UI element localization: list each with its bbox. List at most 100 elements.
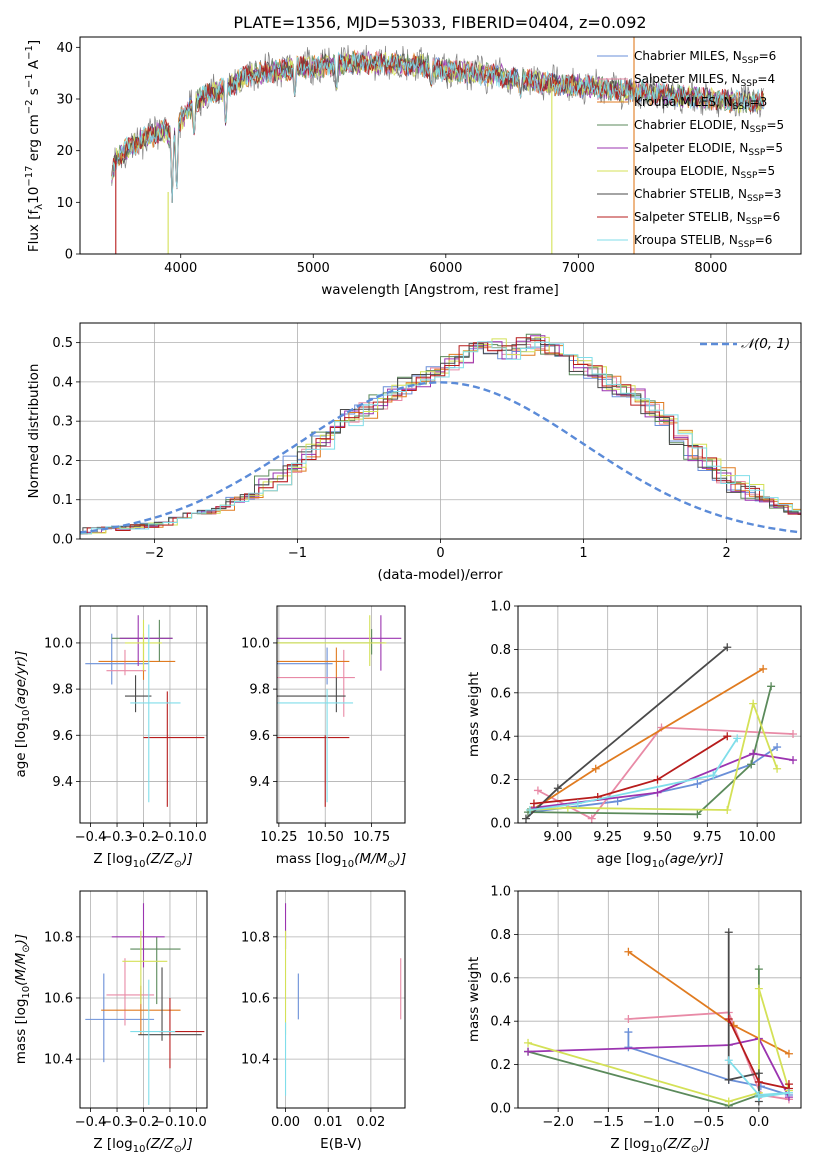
legend-sub: SSP (748, 148, 765, 158)
y-tick-label: 0.1 (52, 493, 73, 508)
y-tick-label: 0.0 (52, 533, 73, 548)
histogram-salpeter-stelib (80, 337, 801, 535)
weight-marker (754, 1069, 763, 1078)
x-tick-label: 7000 (562, 261, 595, 276)
axes-frame (79, 890, 208, 1109)
weight-marker (773, 764, 782, 773)
x-axis-label-part: ⊙ (691, 1144, 699, 1155)
y-axis-label: mass weight (466, 957, 482, 1042)
x-tick-label: 0.01 (314, 1115, 343, 1130)
y-axis-label-part: λ (34, 204, 45, 210)
x-axis-label-part: (Z/Z (145, 851, 174, 867)
legend-sub: SSP (733, 102, 750, 112)
weight-marker (524, 1038, 533, 1047)
legend-label: 𝒩(0, 1) (741, 336, 790, 352)
legend-label: Kroupa ELODIE, NSSP=5 (634, 164, 775, 181)
legend-text: Chabrier ELODIE, N (634, 118, 750, 132)
plot-area (85, 903, 205, 1105)
axes-frame (276, 605, 406, 824)
x-tick-label: −2 (145, 546, 164, 561)
plot-area (111, 37, 765, 254)
weight-marker (749, 699, 758, 708)
y-tick-label: 0.8 (490, 928, 511, 943)
weight-marker (784, 1088, 793, 1097)
x-tick-label: 10.50 (307, 830, 344, 845)
y-tick-label: 0.3 (52, 415, 73, 430)
y-axis-label-part: s (26, 88, 42, 99)
legend-text: Salpeter MILES, N (634, 72, 741, 86)
weight-marker (709, 771, 718, 780)
weight-marker (553, 784, 562, 793)
model-spectrum-kroupa-stelib (111, 51, 765, 203)
x-axis-label-part: Z [log (610, 1136, 649, 1152)
weight-line-salpeter-elodie (527, 1037, 790, 1098)
y-tick-label: 9.8 (52, 683, 73, 698)
legend-text: Salpeter ELODIE, N (634, 141, 748, 155)
legend-value: =6 (755, 233, 773, 247)
y-axis-label-part: −1 (24, 45, 35, 60)
weight-marker (724, 1097, 733, 1106)
x-axis-label-part: )] (698, 1136, 710, 1152)
weight-marker (521, 814, 530, 823)
x-tick-label: −0.3 (101, 1115, 133, 1130)
legend-value: =5 (757, 164, 775, 178)
plot-area (80, 333, 801, 535)
legend-label: Salpeter ELODIE, NSSP=5 (634, 141, 783, 158)
y-axis-label: Normed distribution (26, 364, 42, 499)
y-tick-label: 1.0 (490, 600, 511, 615)
x-tick-label: −0.5 (693, 1115, 725, 1130)
histogram-kroupa-stelib (80, 341, 801, 535)
y-tick-label: 9.8 (249, 683, 270, 698)
weight-marker (747, 760, 756, 769)
x-tick-label: −0.4 (75, 830, 107, 845)
mass-vs-z-panel: −0.4−0.3−0.2−0.1 0.010.410.610.8Z [log10(… (13, 890, 208, 1155)
x-tick-label: 0 (436, 546, 444, 561)
y-axis-label-part: 10 (21, 986, 32, 999)
y-tick-label: 0.4 (490, 1015, 511, 1030)
weight-marker (624, 1028, 633, 1037)
weight-marker (784, 1049, 793, 1058)
legend-text: Kroupa STELIB, N (634, 233, 738, 247)
weight-marker (525, 805, 534, 814)
legend-value: =5 (766, 118, 784, 132)
x-axis-label-part: (Z/Z (662, 1136, 691, 1152)
x-axis-label-part: )] (395, 851, 407, 867)
y-tick-label: 9.6 (249, 729, 270, 744)
histogram-chabrier-stelib (80, 338, 801, 535)
age-vs-mass-panel: 10.25 10.50 10.75 9.4 9.6 9.8 10.0 mass [log10(… (241, 605, 407, 870)
weight-marker (724, 928, 733, 937)
x-tick-label: −0.4 (75, 1115, 107, 1130)
y-tick-label: 0.8 (490, 643, 511, 658)
plot-area (277, 615, 402, 807)
weight-marker (789, 756, 798, 765)
x-tick-label: −2.0 (542, 1115, 574, 1130)
x-tick-label: −0.2 (128, 830, 160, 845)
legend-label: Kroupa MILES, NSSP=3 (634, 95, 767, 112)
x-axis-label: E(B-V) (320, 1136, 362, 1152)
x-axis-label-part: 10 (341, 859, 354, 870)
y-tick-label: 0.0 (490, 817, 511, 832)
x-tick-label: 1 (579, 546, 587, 561)
weight-marker (754, 1077, 763, 1086)
legend-text: Chabrier STELIB, N (634, 187, 747, 201)
weight-marker (759, 664, 768, 673)
y-tick-label: 0.6 (490, 971, 511, 986)
plot-area (284, 903, 402, 1096)
axes-frame (79, 36, 802, 255)
y-axis-label-part: age [log (13, 722, 29, 777)
legend-label: Salpeter MILES, NSSP=4 (634, 72, 775, 89)
legend-text: Salpeter STELIB, N (634, 210, 746, 224)
x-tick-label: 0.0 (749, 1115, 770, 1130)
y-tick-label: 10.8 (44, 930, 73, 945)
x-tick-label: 4000 (164, 261, 197, 276)
x-axis-label-part: (age/yr)] (664, 851, 723, 867)
weight-line-kroupa-stelib (728, 1059, 790, 1099)
weight-marker (653, 788, 662, 797)
weight-marker (693, 779, 702, 788)
y-tick-label: 10.4 (241, 1053, 270, 1068)
y-tick-label: 0.4 (490, 730, 511, 745)
y-axis-label: age [log10(age/yr)] (13, 650, 32, 777)
legend-sub: SSP (746, 217, 763, 227)
y-axis-label-part: (M/M (13, 952, 29, 985)
weight-line-kroupa-stelib (529, 737, 738, 811)
